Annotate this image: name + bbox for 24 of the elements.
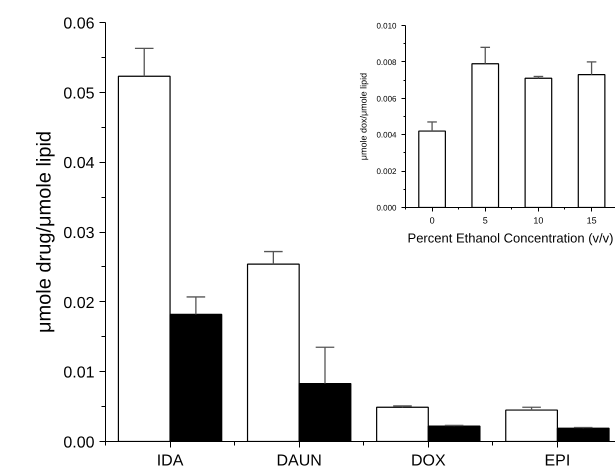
y-axis-title: μmole dox/μmole lipid: [358, 72, 368, 160]
x-tick-label: 0: [430, 216, 435, 226]
x-tick-label: DAUN: [276, 452, 322, 470]
x-tick-label: EPI: [544, 452, 570, 470]
y-tick-label: 0.03: [63, 225, 95, 242]
x-tick-label: IDA: [156, 452, 184, 470]
y-tick-label: 0.05: [63, 85, 95, 102]
y-tick-label: 0.02: [63, 294, 95, 312]
x-tick-label: DOX: [410, 452, 446, 470]
x-tick-label: 5: [482, 216, 488, 226]
y-axis-title: μmole drug/μmole lipid: [33, 130, 56, 334]
y-tick-label: 0.004: [376, 130, 398, 140]
y-tick-label: 0.010: [376, 22, 398, 30]
x-tick-label: 10: [533, 216, 544, 226]
x-tick-label: 15: [586, 216, 597, 226]
y-tick-label: 0.00: [63, 434, 95, 452]
y-tick-label: 0.002: [376, 167, 398, 176]
y-tick-label: 0.008: [376, 58, 398, 67]
y-tick-label: 0.06: [63, 16, 95, 32]
y-tick-label: 0.01: [63, 364, 95, 382]
y-tick-label: 0.04: [63, 155, 95, 172]
y-tick-label: 0.000: [376, 204, 398, 212]
x-axis-title: Percent Ethanol Concentration (v/v): [408, 230, 614, 246]
y-tick-label: 0.006: [376, 94, 398, 104]
